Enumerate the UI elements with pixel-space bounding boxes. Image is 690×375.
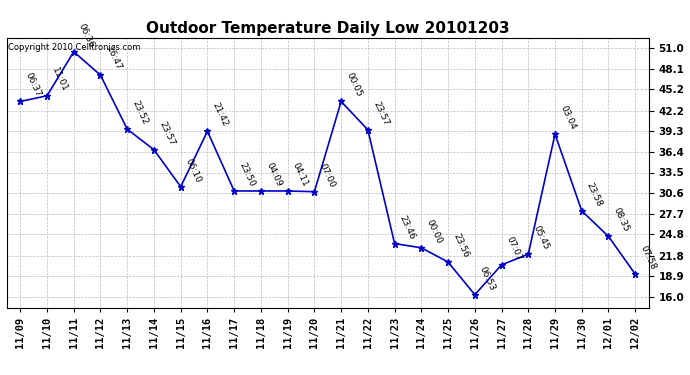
Text: 23:46: 23:46 [398,214,417,241]
Text: 21:42: 21:42 [210,102,230,129]
Text: Copyright 2010 Celltronics.com: Copyright 2010 Celltronics.com [8,43,141,52]
Text: 06:37: 06:37 [23,71,43,99]
Text: 11:01: 11:01 [50,66,69,93]
Text: 06:36: 06:36 [77,22,96,49]
Text: 06:10: 06:10 [184,157,203,184]
Text: 06:53: 06:53 [478,265,497,292]
Text: 23:57: 23:57 [371,100,390,127]
Text: 05:45: 05:45 [531,224,551,251]
Text: 16:47: 16:47 [104,45,123,72]
Text: 07:07: 07:07 [505,235,524,262]
Text: 23:57: 23:57 [157,120,176,147]
Text: 23:52: 23:52 [130,99,150,126]
Text: 08:35: 08:35 [612,206,631,234]
Text: 04:11: 04:11 [291,161,310,188]
Text: 23:50: 23:50 [237,161,257,188]
Text: 00:05: 00:05 [344,71,364,99]
Title: Outdoor Temperature Daily Low 20101203: Outdoor Temperature Daily Low 20101203 [146,21,509,36]
Text: 00:00: 00:00 [424,218,444,245]
Text: 23:58: 23:58 [585,181,604,208]
Text: 03:04: 03:04 [558,104,578,131]
Text: 04:09: 04:09 [264,161,283,188]
Text: 07:58: 07:58 [638,244,658,271]
Text: 07:00: 07:00 [317,162,337,189]
Text: 23:56: 23:56 [451,232,471,259]
